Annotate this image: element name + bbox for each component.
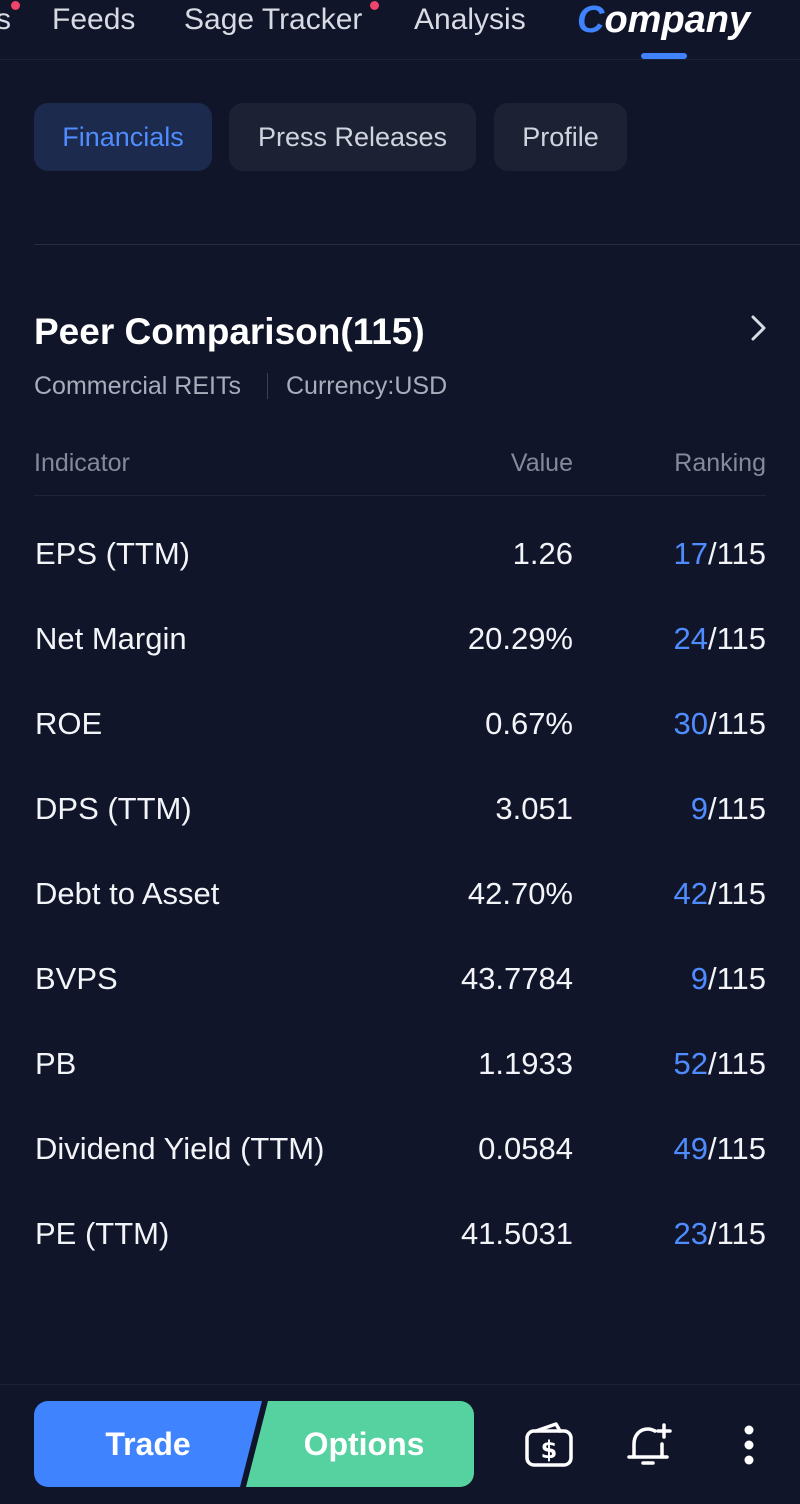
table-row[interactable]: DPS (TTM) 3.051 9/115 <box>0 766 800 851</box>
sector-label: Commercial REITs <box>34 372 241 400</box>
value-cell: 42.70% <box>467 876 573 911</box>
rank-total: /115 <box>707 536 766 571</box>
rank-number: 9 <box>690 961 708 996</box>
value-cell: 43.7784 <box>460 961 573 996</box>
notification-dot <box>11 1 20 10</box>
table-row[interactable]: Net Margin 20.29% 24/115 <box>0 596 800 681</box>
indicator-cell: ROE <box>35 706 103 741</box>
rank-total: /115 <box>707 706 766 741</box>
rank-total: /115 <box>707 1131 766 1166</box>
nav-item-company-initial: C <box>577 0 605 41</box>
indicator-cell: DPS (TTM) <box>35 791 192 826</box>
rank-number: 49 <box>673 1131 708 1166</box>
tab-financials[interactable]: Financials <box>34 103 212 171</box>
nav-item-feeds[interactable]: Feeds <box>52 3 136 36</box>
trade-button[interactable]: Trade <box>105 1425 191 1462</box>
value-cell: 1.26 <box>512 536 573 571</box>
rank-total: /115 <box>707 791 766 826</box>
rank-number: 30 <box>673 706 708 741</box>
table-row[interactable]: Dividend Yield (TTM) 0.0584 49/115 <box>0 1106 800 1191</box>
options-button[interactable]: Options <box>303 1425 425 1462</box>
tab-profile[interactable]: Profile <box>494 103 627 171</box>
rank-number: 9 <box>690 791 708 826</box>
active-tab-indicator <box>641 53 687 59</box>
indicator-cell: Debt to Asset <box>35 876 220 911</box>
section-divider <box>34 244 800 245</box>
tab-press-releases[interactable]: Press Releases <box>229 103 476 171</box>
ranking-cell: 42/115 <box>673 851 766 936</box>
bell-plus-icon[interactable] <box>624 1420 674 1470</box>
peer-comparison-title[interactable]: Peer Comparison(115) <box>34 311 425 352</box>
table-row[interactable]: BVPS 43.7784 9/115 <box>0 936 800 1021</box>
column-header-indicator: Indicator <box>34 449 130 477</box>
chevron-right-icon[interactable] <box>746 314 770 342</box>
wallet-dollar-icon[interactable]: $ <box>524 1420 574 1470</box>
rank-number: 24 <box>673 621 708 656</box>
trade-options-button-group: Trade Options <box>34 1401 474 1487</box>
ranking-cell: 9/115 <box>691 766 766 851</box>
nav-item-analysis[interactable]: Analysis <box>414 3 526 36</box>
rank-total: /115 <box>707 1046 766 1081</box>
indicator-cell: PB <box>35 1046 77 1081</box>
indicator-cell: BVPS <box>35 961 118 996</box>
ranking-cell: 52/115 <box>673 1021 766 1106</box>
indicator-cell: EPS (TTM) <box>35 536 190 571</box>
nav-item-partial[interactable]: s <box>0 3 11 36</box>
column-header-value: Value <box>510 449 573 477</box>
value-cell: 41.5031 <box>460 1216 573 1251</box>
top-nav: s Feeds Sage Tracker Analysis Company <box>0 0 800 60</box>
table-row[interactable]: PB 1.1933 52/115 <box>0 1021 800 1106</box>
rank-total: /115 <box>707 621 766 656</box>
table-row[interactable]: ROE 0.67% 30/115 <box>0 681 800 766</box>
table-row[interactable]: EPS (TTM) 1.26 17/115 <box>0 511 800 596</box>
ranking-cell: 23/115 <box>673 1191 766 1276</box>
svg-text:$: $ <box>541 1436 558 1464</box>
value-cell: 0.0584 <box>478 1131 573 1166</box>
ranking-cell: 9/115 <box>691 936 766 1021</box>
indicator-cell: Net Margin <box>35 621 187 656</box>
rank-number: 23 <box>673 1216 708 1251</box>
rank-total: /115 <box>707 1216 766 1251</box>
trade-options-background <box>34 1401 474 1487</box>
indicator-cell: PE (TTM) <box>35 1216 170 1251</box>
ranking-cell: 24/115 <box>673 596 766 681</box>
ranking-cell: 30/115 <box>673 681 766 766</box>
table-header-divider <box>34 495 766 496</box>
rank-number: 52 <box>673 1046 708 1081</box>
table-row[interactable]: PE (TTM) 41.5031 23/115 <box>0 1191 800 1276</box>
table-row[interactable]: Debt to Asset 42.70% 42/115 <box>0 851 800 936</box>
value-cell: 1.1933 <box>478 1046 573 1081</box>
subtitle-separator <box>267 373 268 399</box>
rank-number: 42 <box>673 876 708 911</box>
rank-number: 17 <box>673 536 708 571</box>
nav-item-company-rest: ompany <box>604 0 751 41</box>
value-cell: 0.67% <box>485 706 573 741</box>
value-cell: 20.29% <box>467 621 573 656</box>
ranking-cell: 17/115 <box>673 511 766 596</box>
currency-label: Currency:USD <box>286 372 448 400</box>
notification-dot <box>370 1 379 10</box>
nav-item-sage-tracker[interactable]: Sage Tracker <box>184 3 363 36</box>
rank-total: /115 <box>707 961 766 996</box>
ranking-cell: 49/115 <box>673 1106 766 1191</box>
value-cell: 3.051 <box>495 791 573 826</box>
rank-total: /115 <box>707 876 766 911</box>
column-header-ranking: Ranking <box>674 449 766 477</box>
nav-item-company[interactable]: Company <box>577 0 750 43</box>
indicator-cell: Dividend Yield (TTM) <box>35 1131 325 1166</box>
more-vertical-icon[interactable] <box>738 1420 760 1470</box>
